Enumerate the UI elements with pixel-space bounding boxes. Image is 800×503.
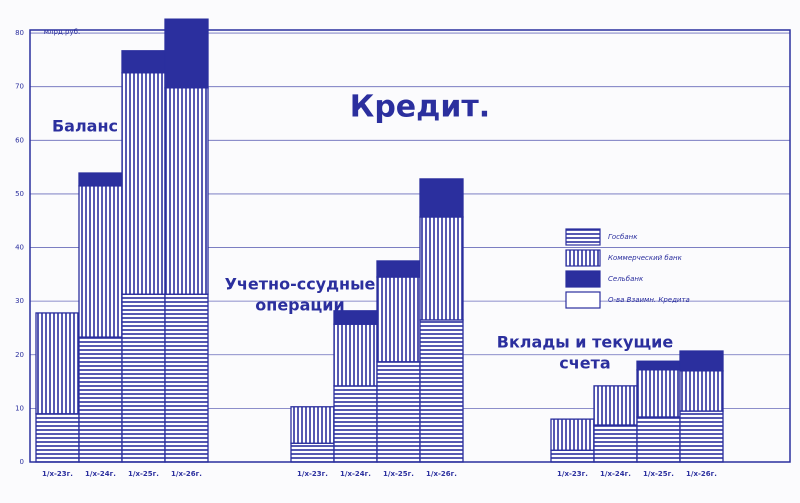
y-tick-label: 80: [15, 29, 24, 37]
legend-swatch: [565, 249, 601, 267]
x-tick-label: 1/x-24г.: [85, 470, 116, 478]
group-label: Вклады и текущие: [497, 333, 674, 352]
bar-segment: [376, 260, 421, 278]
bar-segment: [290, 442, 335, 463]
bar-segment: [121, 50, 166, 74]
legend-label: Сельбанк: [608, 275, 644, 283]
legend-label: О-ва Взаимн. Кредита: [608, 296, 690, 304]
bar-segment: [419, 178, 464, 218]
x-tick-label: 1/x-25г.: [383, 470, 414, 478]
bar-segment: [679, 350, 724, 372]
bar-segment: [593, 424, 638, 463]
bar-segment: [419, 319, 464, 463]
y-tick-label: 70: [15, 83, 24, 91]
bar-segment: [636, 360, 681, 371]
bar-segment: [679, 370, 724, 412]
bar-segment: [333, 323, 378, 387]
bar-segment: [164, 87, 209, 295]
bar-segment: [290, 406, 335, 444]
x-tick-label: 1/x-24г.: [340, 470, 371, 478]
group-label: Учетно-ссудные: [225, 275, 376, 294]
bar-segment: [164, 18, 209, 89]
x-tick-label: 1/x-23г.: [42, 470, 73, 478]
group-label: операции: [255, 296, 344, 315]
bar-segment: [35, 413, 80, 463]
bar-segment: [550, 418, 595, 451]
y-tick-label: 60: [15, 136, 24, 144]
bar-segment: [35, 312, 80, 415]
bar-segment: [679, 410, 724, 463]
x-tick-label: 1/x-24г.: [600, 470, 631, 478]
bar-segment: [636, 369, 681, 418]
bar-segment: [593, 385, 638, 426]
bar-segment: [636, 416, 681, 463]
legend-label: Госбанк: [608, 233, 638, 241]
legend-label: Коммерческий банк: [608, 254, 683, 262]
bar-segment: [376, 361, 421, 463]
x-tick-label: 1/x-23г.: [297, 470, 328, 478]
x-tick-label: 1/x-25г.: [128, 470, 159, 478]
group-label: Баланс: [52, 117, 118, 136]
y-axis-label: млрд.руб.: [44, 28, 80, 36]
bar-segment: [419, 216, 464, 321]
bar-segment: [121, 72, 166, 295]
x-tick-label: 1/x-26г.: [686, 470, 717, 478]
bar-segment: [78, 185, 123, 338]
legend-swatch: [565, 270, 601, 288]
x-tick-label: 1/x-26г.: [426, 470, 457, 478]
bar-segment: [164, 293, 209, 463]
legend-swatch: [565, 291, 601, 309]
x-tick-label: 1/x-25г.: [643, 470, 674, 478]
bar-segment: [78, 172, 123, 187]
bar-segment: [78, 336, 123, 463]
legend-swatch: [565, 228, 601, 246]
chart-title: Кредит.: [350, 90, 490, 125]
group-label: счета: [559, 354, 610, 373]
y-tick-label: 0: [20, 458, 24, 466]
y-tick-label: 10: [15, 404, 24, 412]
x-tick-label: 1/x-23г.: [557, 470, 588, 478]
y-tick-label: 50: [15, 190, 24, 198]
bar-segment: [550, 449, 595, 463]
y-tick-label: 20: [15, 351, 24, 359]
bar-segment: [333, 385, 378, 463]
y-tick-label: 40: [15, 244, 24, 252]
y-tick-label: 30: [15, 297, 24, 305]
x-tick-label: 1/x-26г.: [171, 470, 202, 478]
bar-segment: [376, 276, 421, 363]
bar-segment: [121, 293, 166, 463]
